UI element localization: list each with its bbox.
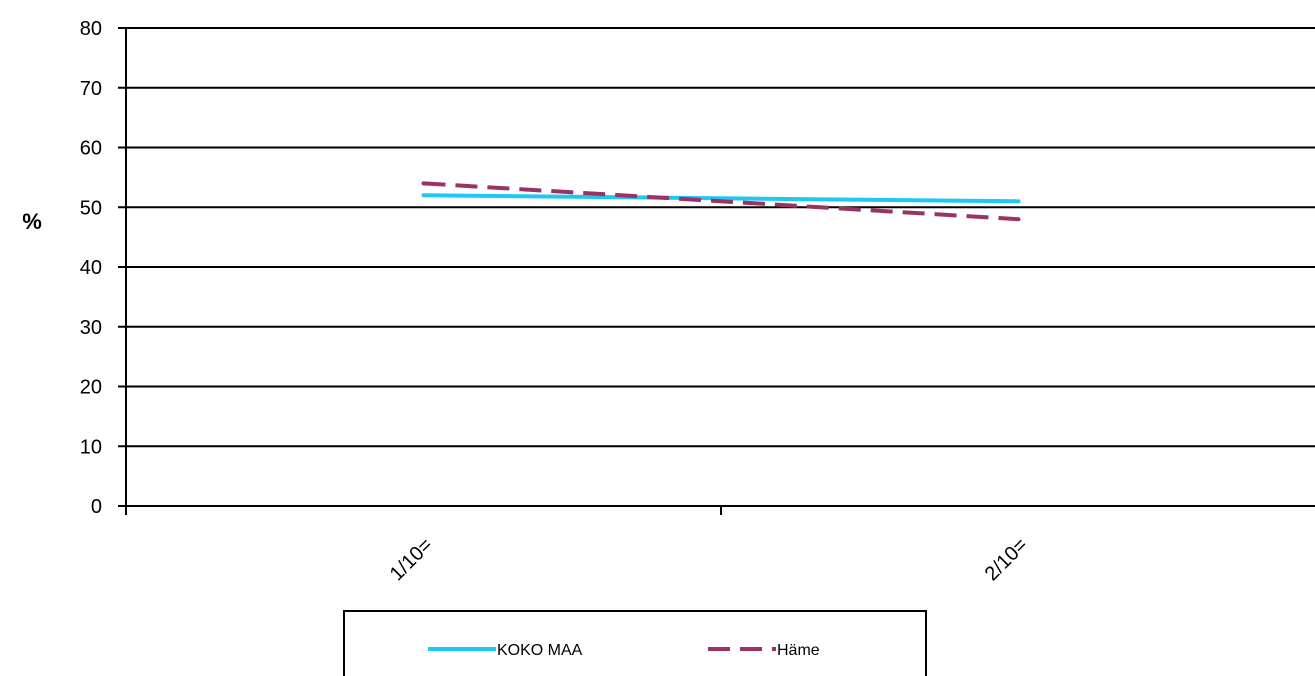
y-tick-label: 80 [80,18,102,40]
y-axis-title: % [22,209,42,234]
data-point [421,181,426,186]
axes [118,27,1315,515]
legend-label: KOKO MAA [497,642,583,659]
x-tick-labels: 1/10= 2/10= [386,534,1032,585]
x-tick-label: 2/10= [981,534,1032,585]
data-point [1016,217,1021,222]
legend-items: KOKO MAA Häme [428,642,820,659]
y-tick-label: 50 [80,197,102,219]
y-tick-label: 10 [80,436,102,458]
legend-box [343,610,927,676]
gridlines [126,27,1315,448]
y-tick-label: 20 [80,377,102,399]
y-tick-labels: 0 10 20 30 40 50 60 70 80 [80,18,102,518]
data-point [421,193,426,198]
y-tick-label: 0 [91,496,102,518]
series-line [423,193,1019,204]
series-line [423,181,1019,222]
y-tick-label: 40 [80,257,102,279]
y-tick-label: 70 [80,78,102,100]
legend-label: Häme [777,642,820,659]
x-tick-label: 1/10= [386,534,437,585]
y-tick-label: 30 [80,317,102,339]
legend: KOKO MAA Häme [343,610,927,676]
y-tick-label: 60 [80,138,102,160]
data-point [1016,199,1021,204]
series-lines [421,181,1021,222]
